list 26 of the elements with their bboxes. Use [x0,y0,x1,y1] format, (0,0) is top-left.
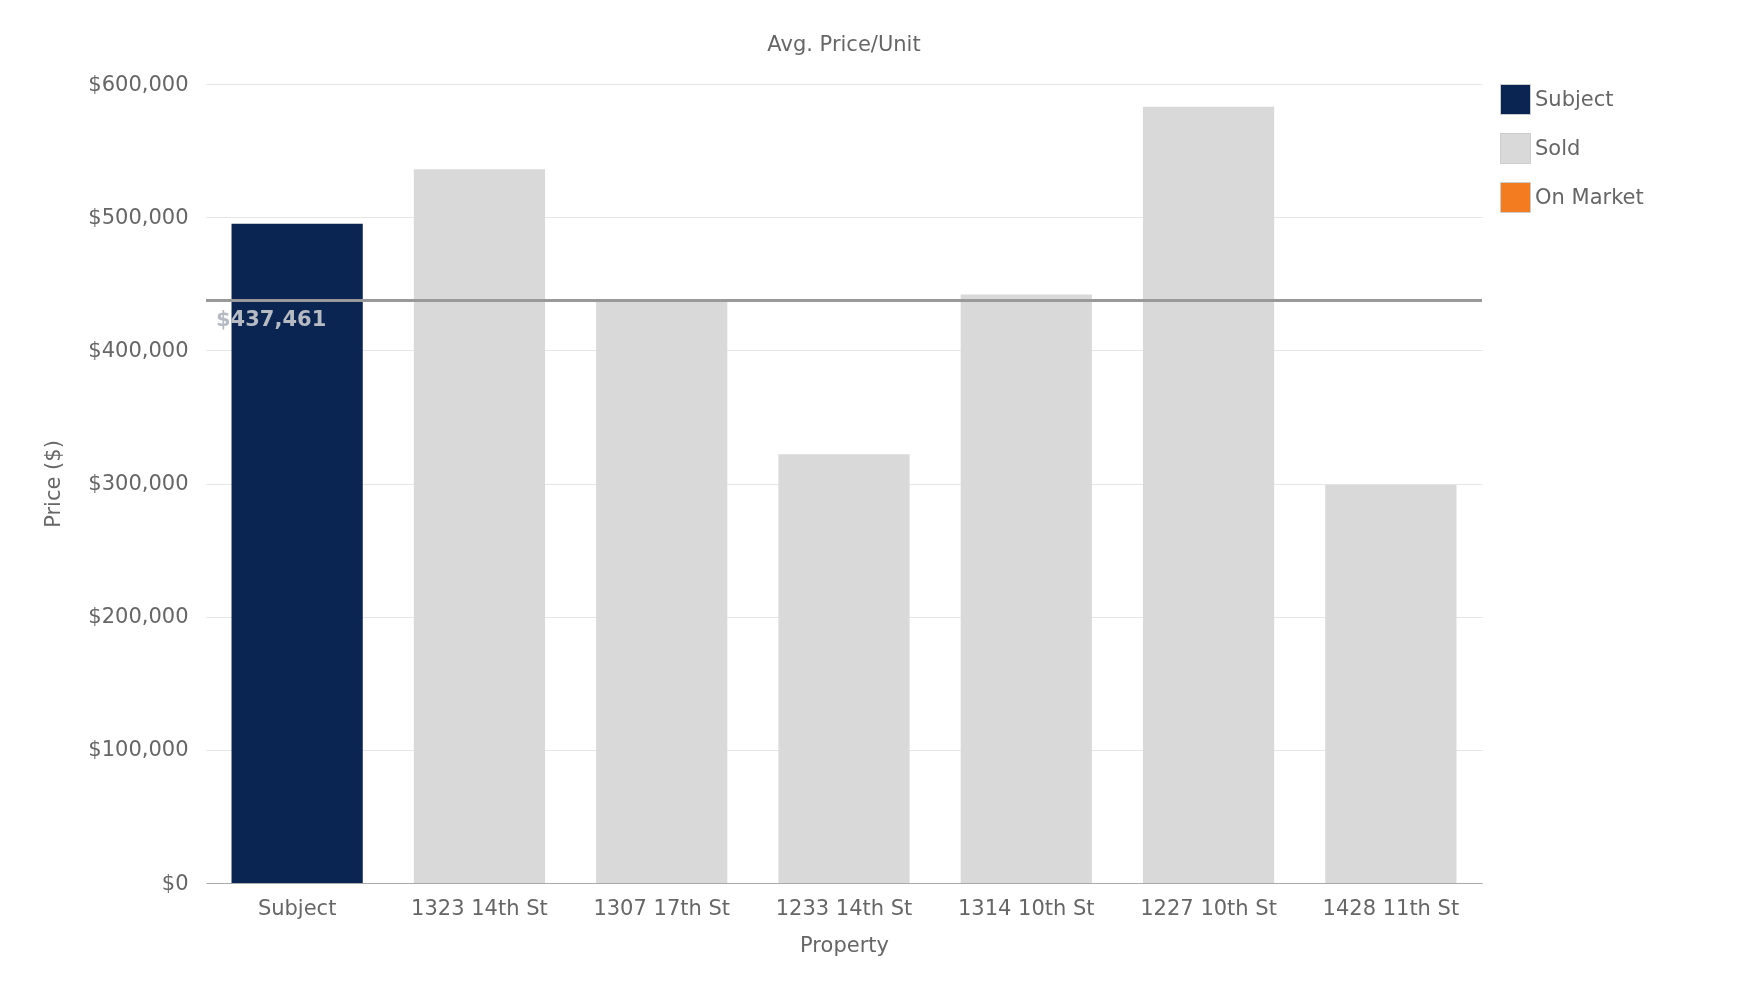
x-axis-title: Property [800,932,889,957]
y-tick-label: $400,000 [88,337,189,362]
y-tick-label: $500,000 [88,204,189,229]
x-tick-label: 1428 11th St [1322,895,1460,920]
legend-label: Subject [1535,86,1614,111]
y-tick-label: $0 [161,870,189,895]
x-tick-label: Subject [257,895,337,920]
x-tick-label: 1227 10th St [1140,895,1277,920]
legend-label: Sold [1535,135,1581,160]
y-tick-label: $300,000 [88,471,189,495]
x-tick-label: 1314 10th St [957,895,1095,920]
bar [413,169,546,883]
bar [1142,106,1275,883]
y-axis-title: Price ($) [41,440,66,528]
x-tick-label: 1307 17th St [593,895,731,920]
chart-title: Avg. Price/Unit [767,32,921,56]
y-tick-label: $100,000 [88,737,189,762]
legend-label: On Market [1535,184,1644,209]
x-tick-label: 1323 14th St [411,895,548,920]
y-tick-label: $200,000 [88,604,189,629]
bar [778,454,910,883]
x-tick-label: 1233 14th St [775,895,913,920]
bar [596,299,728,883]
bar [960,294,1092,883]
y-tick-label: $600,000 [88,71,189,96]
bar [1325,484,1457,883]
